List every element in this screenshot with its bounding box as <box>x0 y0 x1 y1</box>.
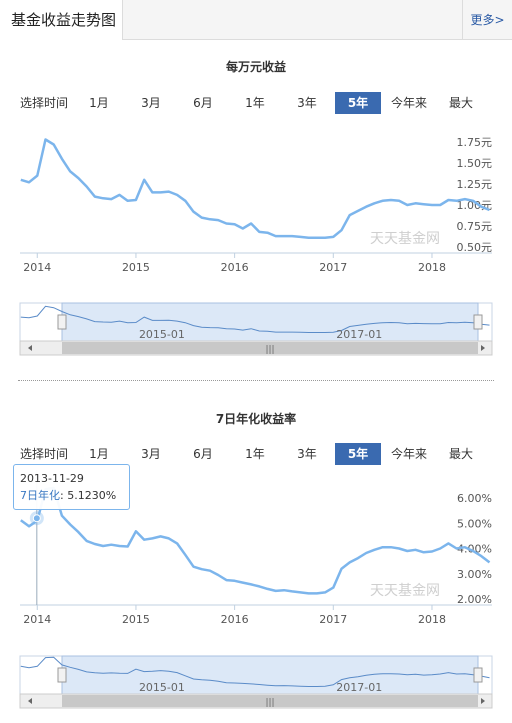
navigator-series <box>20 656 490 687</box>
x-tick-label: 2015 <box>122 613 150 626</box>
y-tick-label: 4.00% <box>457 543 492 556</box>
x-tick-label: 2014 <box>23 261 51 274</box>
y-tick-label: 1.75元 <box>457 136 493 149</box>
chart-2-title: 7日年化收益率 <box>215 412 297 426</box>
range-btn-6m[interactable]: 6月 <box>193 447 213 461</box>
scrollbar-thumb[interactable] <box>62 342 478 354</box>
range-btn-5y[interactable]: 5年 <box>335 443 381 465</box>
range-btn-max[interactable]: 最大 <box>448 96 473 110</box>
navigator-series <box>20 305 490 333</box>
range-btn-1m[interactable]: 1月 <box>89 447 109 461</box>
scroll-left-icon[interactable] <box>28 698 32 704</box>
section-divider <box>18 380 494 381</box>
chart-2-svg: 2.00% 3.00% 4.00% 5.00% 6.00% 2014 2015 2016 201… <box>19 470 493 709</box>
y-tick-label: 2.00% <box>457 593 492 606</box>
y-tick-label: 0.75元 <box>457 220 493 233</box>
x-tick-label: 2015 <box>122 261 150 274</box>
tooltip-date: 2013-11-29 <box>20 472 84 485</box>
navigator-tick-label: 2015-01 <box>139 328 185 341</box>
y-tick-label: 5.00% <box>457 517 492 530</box>
range-btn-ytd[interactable]: 今年来 <box>390 447 427 461</box>
chart-1-title: 每万元收益 <box>225 60 286 74</box>
range-label: 选择时间 <box>20 447 69 461</box>
navigator-handle-right[interactable] <box>473 314 483 330</box>
x-tick-label: 2018 <box>418 613 446 626</box>
series-line[interactable] <box>20 138 490 240</box>
navigator-tick-label: 2015-01 <box>139 681 185 694</box>
x-tick-label: 2017 <box>319 613 347 626</box>
y-tick-label: 1.25元 <box>457 178 493 191</box>
series-line[interactable] <box>20 486 491 595</box>
y-tick-label: 6.00% <box>457 492 492 505</box>
range-btn-1m[interactable]: 1月 <box>89 96 109 110</box>
range-btn-6m[interactable]: 6月 <box>193 96 213 110</box>
range-btn-3m[interactable]: 3月 <box>141 96 161 110</box>
range-btn-1y[interactable]: 1年 <box>245 96 265 110</box>
x-tick-label: 2016 <box>221 613 249 626</box>
watermark: 天天基金网 <box>370 230 440 247</box>
scrollbar-grip: ||| <box>265 698 274 708</box>
navigator-selection[interactable] <box>61 302 479 342</box>
range-selector-1: 选择时间 1月 3月 6月 1年 3年 5年 今年来 最大 <box>0 92 512 114</box>
more-link[interactable]: 更多> <box>462 0 512 40</box>
tooltip-series: 7日年化 <box>20 489 60 502</box>
range-btn-3y[interactable]: 3年 <box>297 447 317 461</box>
range-selector-2: 选择时间 1月 3月 6月 1年 3年 5年 今年来 最大 <box>0 443 512 465</box>
hover-marker[interactable] <box>32 514 41 523</box>
scroll-right-icon[interactable] <box>481 698 485 704</box>
navigator-handle-left[interactable] <box>57 314 67 330</box>
range-btn-3y[interactable]: 3年 <box>297 96 317 110</box>
scroll-left-icon[interactable] <box>28 345 32 351</box>
range-btn-1y[interactable]: 1年 <box>245 447 265 461</box>
scrollbar-grip: ||| <box>265 345 274 355</box>
navigator-selection[interactable] <box>61 655 479 695</box>
range-btn-ytd[interactable]: 今年来 <box>390 96 427 110</box>
navigator-handle-left[interactable] <box>57 667 67 683</box>
x-tick-label: 2014 <box>23 613 51 626</box>
navigator-tick-label: 2017-01 <box>336 328 382 341</box>
navigator-tick-label: 2017-01 <box>336 681 382 694</box>
x-tick-label: 2016 <box>221 261 249 274</box>
scrollbar-thumb[interactable] <box>62 695 478 707</box>
x-tick-label: 2018 <box>418 261 446 274</box>
y-tick-label: 0.50元 <box>457 241 493 254</box>
scroll-right-icon[interactable] <box>481 345 485 351</box>
widget-header: 基金收益走势图 更多> <box>0 0 512 40</box>
y-tick-label: 3.00% <box>457 568 492 581</box>
navigator-handle-right[interactable] <box>473 667 483 683</box>
range-label: 选择时间 <box>20 96 69 110</box>
range-btn-5y[interactable]: 5年 <box>335 92 381 114</box>
watermark: 天天基金网 <box>370 582 440 599</box>
header-tab-title[interactable]: 基金收益走势图 <box>0 0 123 40</box>
x-tick-label: 2017 <box>319 261 347 274</box>
range-btn-max[interactable]: 最大 <box>448 447 473 461</box>
range-btn-3m[interactable]: 3月 <box>141 447 161 461</box>
chart-tooltip: 2013-11-29 7日年化: 5.1230% <box>13 464 130 510</box>
tooltip-value: 5.1230% <box>67 489 117 502</box>
y-tick-label: 1.50元 <box>457 157 493 170</box>
